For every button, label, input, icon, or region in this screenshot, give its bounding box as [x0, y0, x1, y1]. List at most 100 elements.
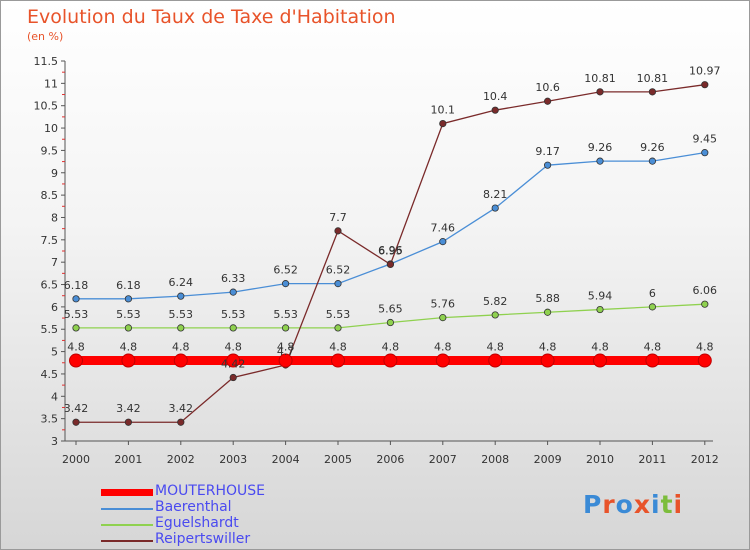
data-label: 10.4: [483, 90, 508, 103]
data-point: [72, 324, 80, 332]
logo-letter: P: [583, 490, 603, 519]
x-tick-label: 2011: [638, 453, 666, 466]
data-label: 6.18: [64, 279, 89, 292]
logo-letter: r: [602, 490, 616, 519]
legend-swatch-eguelshardt: [101, 524, 153, 526]
data-label: 3.42: [64, 402, 89, 415]
data-point: [386, 318, 394, 327]
x-tick-label: 2010: [586, 453, 614, 466]
y-tick-label: 3: [51, 435, 58, 448]
legend-label-baerenthal: Baerenthal: [155, 499, 232, 515]
y-tick-label: 6.5: [41, 279, 59, 292]
y-tick-label: 5: [51, 346, 58, 359]
data-label: 10.81: [637, 72, 669, 85]
data-label: 4.8: [67, 341, 85, 354]
data-label: 5.53: [273, 308, 298, 321]
data-label: 4.8: [382, 341, 400, 354]
data-point: [229, 288, 237, 296]
data-point: [701, 81, 709, 89]
data-label: 4.8: [539, 341, 557, 354]
data-point: [439, 314, 447, 322]
data-label: 10.1: [431, 104, 456, 117]
data-point: [543, 97, 552, 105]
data-label: 5.53: [169, 308, 194, 321]
data-label: 6.95: [378, 244, 403, 257]
data-label: 5.88: [535, 292, 560, 305]
data-point: [383, 353, 398, 368]
y-tick-label: 8.5: [41, 189, 59, 202]
data-point: [177, 292, 185, 300]
x-tick-label: 2009: [534, 453, 562, 466]
y-tick-label: 10: [44, 122, 58, 135]
data-label: 4.8: [172, 341, 190, 354]
data-point: [648, 88, 657, 96]
y-tick-label: 5.5: [41, 323, 59, 336]
data-point: [540, 353, 555, 368]
data-label: 4.8: [329, 341, 347, 354]
logo-letter: x: [633, 490, 651, 519]
data-point: [701, 149, 709, 157]
data-point: [491, 311, 499, 319]
data-label: 4.8: [486, 341, 504, 354]
data-label: 6.18: [116, 279, 141, 292]
data-label: 5.94: [588, 290, 613, 303]
x-tick-label: 2012: [691, 453, 719, 466]
data-point: [697, 353, 712, 368]
data-point: [229, 373, 237, 382]
data-label: 7.46: [431, 222, 456, 235]
data-point: [543, 161, 552, 169]
legend-label-eguelshardt: Eguelshardt: [155, 515, 239, 531]
data-point: [281, 280, 290, 288]
data-point: [645, 353, 660, 368]
x-tick-label: 2000: [62, 453, 90, 466]
data-point: [435, 353, 450, 368]
y-tick-label: 11.5: [34, 55, 59, 68]
data-point: [226, 353, 241, 368]
logo-letter: i: [651, 490, 661, 519]
chart-title: Evolution du Taux de Taxe d'Habitation: [27, 6, 396, 28]
y-tick-label: 9: [51, 167, 58, 180]
legend-swatch-reipertswiller: [101, 540, 153, 542]
data-point: [439, 119, 447, 128]
data-label: 6.96: [378, 244, 403, 257]
data-label: 4.8: [591, 341, 609, 354]
data-point: [334, 324, 342, 332]
x-tick-label: 2007: [429, 453, 457, 466]
x-tick-label: 2001: [114, 453, 142, 466]
data-label: 10.81: [584, 72, 616, 85]
legend-swatch-baerenthal: [101, 508, 153, 510]
data-label: 5.65: [378, 303, 403, 316]
y-tick-label: 7: [51, 256, 58, 269]
data-point: [491, 106, 499, 114]
data-point: [701, 300, 709, 308]
data-label: 4.42: [221, 358, 246, 371]
data-point: [596, 305, 604, 314]
data-label: 5.53: [64, 308, 89, 321]
data-label: 9.17: [535, 145, 560, 158]
data-point: [648, 303, 657, 311]
data-point: [229, 324, 237, 332]
data-label: 4.8: [644, 341, 662, 354]
data-label: 9.26: [640, 141, 665, 154]
data-point: [334, 227, 342, 235]
data-label: 5.82: [483, 295, 508, 308]
data-point: [72, 295, 80, 303]
y-tick-label: 4: [51, 390, 58, 403]
data-label: 4.8: [277, 341, 295, 354]
data-label: 4.8: [696, 341, 714, 354]
data-label: 10.97: [689, 65, 721, 78]
data-label: 4.8: [434, 341, 452, 354]
data-label: 6.24: [169, 276, 194, 289]
legend-label-mouterhouse: MOUTERHOUSE: [155, 483, 265, 499]
x-tick-label: 2002: [167, 453, 195, 466]
data-point: [173, 353, 188, 368]
x-tick-label: 2008: [481, 453, 509, 466]
x-tick-label: 2006: [376, 453, 404, 466]
data-label: 5.53: [116, 308, 141, 321]
y-unit-label: (en %): [27, 30, 64, 43]
logo-letter: t: [660, 490, 674, 519]
x-tick-label: 2005: [324, 453, 352, 466]
data-label: 5.76: [431, 298, 456, 311]
